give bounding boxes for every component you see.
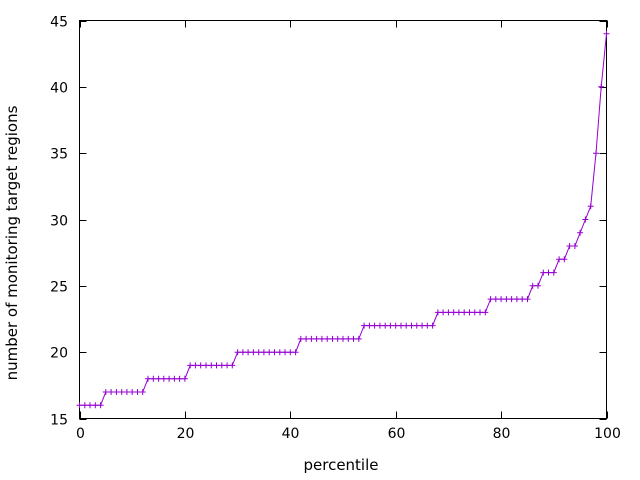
y-tick-label: 30 (50, 214, 68, 230)
y-axis-label: number of monitoring target regions (3, 105, 21, 380)
x-tick-label: 60 (388, 426, 406, 442)
x-tick-label: 40 (282, 426, 300, 442)
y-tick-label: 15 (50, 413, 68, 429)
x-axis-label: percentile (303, 456, 378, 474)
y-tick-label: 25 (50, 280, 68, 296)
y-tick-label: 35 (50, 147, 68, 163)
plot-border (79, 20, 607, 419)
y-tick-label: 45 (50, 15, 68, 31)
axis-ticks (79, 20, 608, 420)
x-tick-label: 20 (177, 426, 195, 442)
x-tick-label: 100 (594, 426, 621, 442)
data-point-markers (76, 30, 610, 409)
data-series (76, 30, 610, 409)
axis-tick-labels: 0 20 40 60 80 100 15 20 25 30 35 40 45 (50, 15, 621, 443)
y-tick-label: 20 (50, 346, 68, 362)
x-tick-label: 80 (493, 426, 511, 442)
data-line (79, 33, 607, 406)
x-tick-label: 0 (76, 426, 85, 442)
y-tick-label: 40 (50, 81, 68, 97)
